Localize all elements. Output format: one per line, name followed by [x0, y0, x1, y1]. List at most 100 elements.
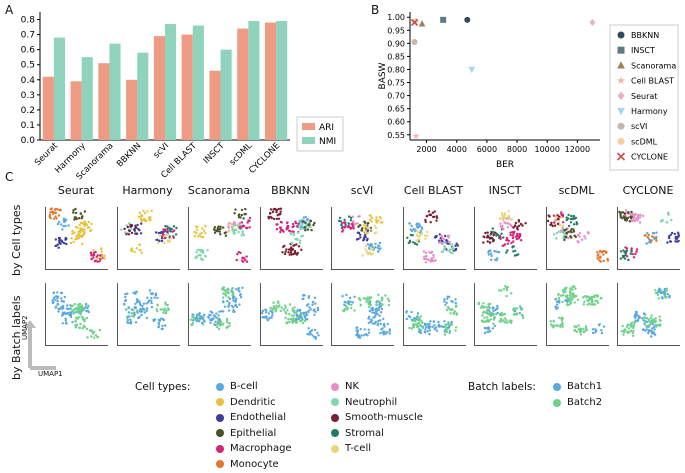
- umap-batch-seurat: [45, 283, 108, 346]
- chart-b-ytick-label: 0.95: [387, 26, 405, 35]
- legend-marker-insct: [617, 46, 625, 54]
- umap-point: [622, 333, 625, 336]
- umap-point: [213, 226, 217, 229]
- umap-point: [301, 234, 304, 237]
- chart-a-legend-box: [296, 116, 344, 152]
- umap-point: [301, 321, 304, 325]
- umap-point: [137, 300, 141, 303]
- umap-point: [370, 296, 373, 299]
- bar-ari-cell-blast: [181, 34, 193, 140]
- umap-point: [289, 232, 292, 235]
- umap-point: [276, 301, 280, 305]
- umap-point: [634, 213, 637, 216]
- umap-point: [345, 293, 348, 297]
- umap-point: [520, 308, 523, 311]
- umap-point: [507, 214, 511, 218]
- umap-point: [71, 304, 74, 307]
- umap-point: [130, 247, 133, 250]
- umap-point: [632, 218, 635, 221]
- umap-point: [411, 227, 415, 231]
- point-bbknn: [464, 16, 471, 23]
- chart-a-ytick-label: 0.4: [21, 76, 36, 86]
- umap-point: [272, 305, 275, 308]
- umap-point: [434, 259, 437, 262]
- umap-point: [650, 239, 653, 242]
- umap-point: [486, 240, 489, 243]
- umap-point: [273, 310, 277, 313]
- umap-point: [308, 225, 311, 229]
- umap-point: [68, 311, 71, 314]
- umap-point: [248, 216, 252, 220]
- umap-point: [411, 234, 414, 237]
- umap-point: [96, 254, 99, 257]
- umap-point: [489, 249, 492, 252]
- umap-point: [517, 219, 520, 222]
- umap-point: [192, 316, 196, 320]
- umap-point: [125, 292, 128, 295]
- umap-point: [242, 233, 246, 237]
- cell-type-legend-epithelial: Epithelial: [216, 428, 276, 439]
- cell-type-label: Smooth-muscle: [345, 412, 423, 423]
- umap-point: [227, 291, 230, 295]
- method-label-seurat: Seurat: [57, 184, 95, 197]
- umap-point: [66, 304, 69, 307]
- chart-b-ytick-label: 0.85: [387, 52, 405, 61]
- umap-point: [87, 220, 90, 224]
- umap-point: [499, 222, 502, 225]
- bar-ari-scdml: [237, 28, 249, 140]
- umap-point: [502, 236, 505, 239]
- umap-point: [482, 241, 485, 244]
- cell-type-label: Dendritic: [230, 396, 276, 408]
- umap-point: [512, 309, 515, 312]
- umap-point: [245, 255, 248, 258]
- umap-point: [80, 315, 83, 318]
- umap-point: [641, 328, 645, 332]
- umap-point: [644, 319, 647, 323]
- umap-point: [308, 219, 312, 222]
- umap-point: [557, 215, 560, 218]
- umap-point: [283, 252, 286, 256]
- umap-point: [515, 237, 518, 241]
- chart-a-category-label: scVI: [152, 141, 171, 160]
- umap-point: [487, 309, 490, 312]
- umap-point: [553, 298, 557, 301]
- umap-point: [274, 210, 278, 214]
- umap-point: [340, 226, 344, 230]
- umap-point: [549, 320, 552, 323]
- umap-point: [657, 297, 660, 300]
- chart-b-ytick-label: 0.70: [387, 92, 405, 101]
- umap-point: [149, 296, 153, 300]
- umap-point: [303, 229, 306, 232]
- bar-nmi-seurat: [53, 37, 65, 140]
- umap-point: [235, 288, 238, 291]
- umap-point: [293, 237, 297, 241]
- umap-point: [79, 212, 83, 215]
- umap-point: [77, 230, 80, 233]
- umap-point: [305, 318, 308, 321]
- umap-point: [200, 235, 203, 239]
- umap-point: [59, 223, 63, 226]
- umap-point: [348, 296, 352, 300]
- umap-point: [315, 331, 318, 335]
- umap-point: [595, 251, 598, 254]
- umap-point: [286, 251, 290, 254]
- umap-point: [363, 334, 366, 337]
- umap-point: [417, 225, 420, 228]
- umap-point: [212, 314, 216, 317]
- umap-point: [140, 219, 143, 222]
- umap-point: [483, 316, 486, 320]
- umap-point: [492, 309, 495, 313]
- umap-point: [592, 303, 595, 306]
- umap-point: [448, 330, 451, 333]
- umap-point: [630, 247, 633, 250]
- umap-point: [554, 216, 557, 219]
- umap-point: [67, 224, 70, 227]
- umap-point: [191, 316, 194, 319]
- legend-swatch-ari: [302, 123, 315, 130]
- umap-point: [512, 226, 515, 229]
- umap-point: [294, 311, 297, 314]
- umap-point: [88, 329, 92, 332]
- umap-point: [199, 257, 203, 260]
- umap-point: [419, 229, 422, 232]
- umap-point: [198, 316, 202, 320]
